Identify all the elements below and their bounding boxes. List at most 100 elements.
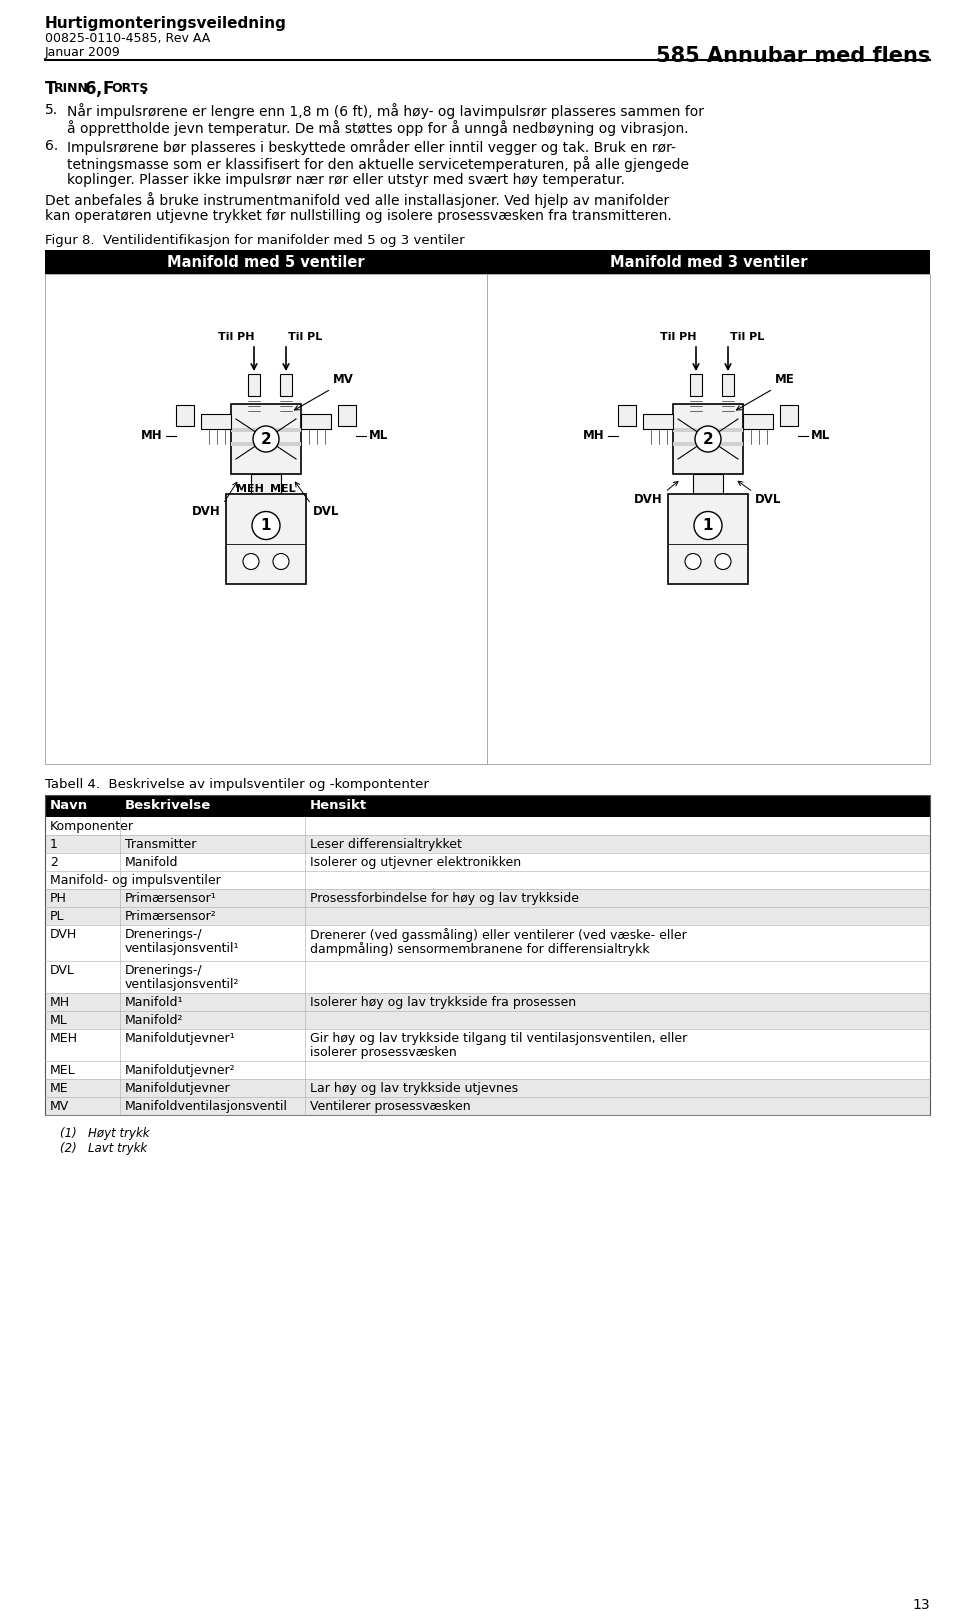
Text: MV: MV xyxy=(50,1100,69,1113)
Text: Navn: Navn xyxy=(50,799,88,812)
Circle shape xyxy=(273,554,289,570)
Text: MEL: MEL xyxy=(50,1063,76,1078)
Text: Komponenter: Komponenter xyxy=(50,820,134,833)
Bar xyxy=(743,414,773,429)
Text: tetningsmasse som er klassifisert for den aktuelle servicetemperaturen, på alle : tetningsmasse som er klassifisert for de… xyxy=(67,156,689,172)
Bar xyxy=(45,962,930,992)
Bar xyxy=(248,374,260,396)
Circle shape xyxy=(694,512,722,540)
Text: (1)   Høyt trykk: (1) Høyt trykk xyxy=(60,1128,150,1141)
Text: Gir høy og lav trykkside tilgang til ventilasjonsventilen, eller: Gir høy og lav trykkside tilgang til ven… xyxy=(310,1033,687,1046)
Circle shape xyxy=(252,512,280,540)
Bar xyxy=(618,404,636,425)
Bar xyxy=(45,1079,930,1097)
Text: Figur 8.  Ventilidentifikasjon for manifolder med 5 og 3 ventiler: Figur 8. Ventilidentifikasjon for manifo… xyxy=(45,234,465,246)
Text: ML: ML xyxy=(50,1013,68,1026)
Text: Manifold²: Manifold² xyxy=(125,1013,183,1026)
Text: .: . xyxy=(140,81,146,98)
Text: Impulsrørene bør plasseres i beskyttede områder eller inntil vegger og tak. Bruk: Impulsrørene bør plasseres i beskyttede … xyxy=(67,139,676,155)
Text: ventilasjonsventil²: ventilasjonsventil² xyxy=(125,978,239,991)
Text: Til PL: Til PL xyxy=(288,332,323,342)
Circle shape xyxy=(243,554,259,570)
Text: Lar høy og lav trykkside utjevnes: Lar høy og lav trykkside utjevnes xyxy=(310,1083,518,1095)
Bar xyxy=(693,474,723,495)
Bar xyxy=(45,817,930,834)
Bar xyxy=(668,495,748,585)
Text: MH: MH xyxy=(584,429,605,441)
Bar xyxy=(45,852,930,872)
Bar xyxy=(45,889,930,907)
Text: kan operatøren utjevne trykket før nullstilling og isolere prosessvæsken fra tra: kan operatøren utjevne trykket før nulls… xyxy=(45,209,672,222)
Text: 6.: 6. xyxy=(45,139,59,153)
Text: Manifoldutjevner: Manifoldutjevner xyxy=(125,1083,230,1095)
Text: Drenerings-/: Drenerings-/ xyxy=(125,963,203,976)
Text: koplinger. Plasser ikke impulsrør nær rør eller utstyr med svært høy temperatur.: koplinger. Plasser ikke impulsrør nær rø… xyxy=(67,172,625,187)
Text: Manifold¹: Manifold¹ xyxy=(125,996,183,1008)
Text: 2: 2 xyxy=(703,432,713,446)
Text: MEH: MEH xyxy=(50,1033,78,1046)
Bar xyxy=(45,1029,930,1062)
Bar xyxy=(231,441,301,446)
Bar xyxy=(231,404,301,474)
Text: Hurtigmonteringsveiledning: Hurtigmonteringsveiledning xyxy=(45,16,287,31)
Bar xyxy=(201,414,231,429)
Text: 5.: 5. xyxy=(45,103,59,118)
Text: dampmåling) sensormembranene for differensialtrykk: dampmåling) sensormembranene for differe… xyxy=(310,942,650,955)
Text: (2)   Lavt trykk: (2) Lavt trykk xyxy=(60,1142,147,1155)
Circle shape xyxy=(715,554,731,570)
Text: Til PH: Til PH xyxy=(218,332,254,342)
Text: 13: 13 xyxy=(912,1598,930,1611)
Bar xyxy=(45,1012,930,1029)
Bar xyxy=(690,374,702,396)
Text: Isolerer og utjevner elektronikken: Isolerer og utjevner elektronikken xyxy=(310,855,521,868)
Text: Hensikt: Hensikt xyxy=(310,799,367,812)
Text: Leser differensialtrykket: Leser differensialtrykket xyxy=(310,838,462,851)
Bar xyxy=(45,794,930,1115)
Bar xyxy=(45,925,930,962)
Bar xyxy=(673,404,743,474)
Text: Manifoldventilasjonsventil: Manifoldventilasjonsventil xyxy=(125,1100,288,1113)
Text: ORTS: ORTS xyxy=(111,82,149,95)
Text: 1: 1 xyxy=(50,838,58,851)
Text: Prosessforbindelse for høy og lav trykkside: Prosessforbindelse for høy og lav trykks… xyxy=(310,892,579,905)
Bar xyxy=(673,429,743,432)
Text: ML: ML xyxy=(811,429,830,441)
Text: Manifold med 3 ventiler: Manifold med 3 ventiler xyxy=(610,255,807,271)
Bar xyxy=(338,404,356,425)
Text: Transmitter: Transmitter xyxy=(125,838,197,851)
Text: 6: 6 xyxy=(85,81,97,98)
Bar xyxy=(45,1097,930,1115)
Text: DVL: DVL xyxy=(755,493,781,506)
Text: Til PL: Til PL xyxy=(730,332,764,342)
Text: Drenerings-/: Drenerings-/ xyxy=(125,928,203,941)
Text: DVH: DVH xyxy=(192,504,221,519)
Text: Ventilerer prosessvæsken: Ventilerer prosessvæsken xyxy=(310,1100,470,1113)
Text: MH: MH xyxy=(141,429,163,441)
Text: Isolerer høy og lav trykkside fra prosessen: Isolerer høy og lav trykkside fra proses… xyxy=(310,996,576,1008)
Bar xyxy=(45,794,930,817)
Circle shape xyxy=(685,554,701,570)
Text: Manifold: Manifold xyxy=(125,855,179,868)
Text: F: F xyxy=(102,81,113,98)
Bar xyxy=(45,250,930,274)
Text: Det anbefales å bruke instrumentmanifold ved alle installasjoner. Ved hjelp av m: Det anbefales å bruke instrumentmanifold… xyxy=(45,192,669,208)
Bar xyxy=(231,429,301,432)
Text: Manifoldutjevner¹: Manifoldutjevner¹ xyxy=(125,1033,235,1046)
Text: DVH: DVH xyxy=(50,928,77,941)
Text: 2: 2 xyxy=(50,855,58,868)
Text: MEL: MEL xyxy=(271,483,296,495)
Text: Beskrivelse: Beskrivelse xyxy=(125,799,211,812)
Text: 2: 2 xyxy=(260,432,272,446)
Text: PL: PL xyxy=(50,910,64,923)
Bar xyxy=(280,374,292,396)
Text: 585 Annubar med flens: 585 Annubar med flens xyxy=(656,47,930,66)
Text: Tabell 4.  Beskrivelse av impulsventiler og -kompontenter: Tabell 4. Beskrivelse av impulsventiler … xyxy=(45,778,429,791)
Text: Manifold- og impulsventiler: Manifold- og impulsventiler xyxy=(50,875,221,888)
Text: Januar 2009: Januar 2009 xyxy=(45,47,121,60)
Bar xyxy=(226,495,306,585)
Text: ME: ME xyxy=(775,374,795,387)
Text: Primærsensor²: Primærsensor² xyxy=(125,910,217,923)
Text: MEH: MEH xyxy=(236,483,264,495)
Bar xyxy=(780,404,798,425)
Text: ME: ME xyxy=(50,1083,68,1095)
